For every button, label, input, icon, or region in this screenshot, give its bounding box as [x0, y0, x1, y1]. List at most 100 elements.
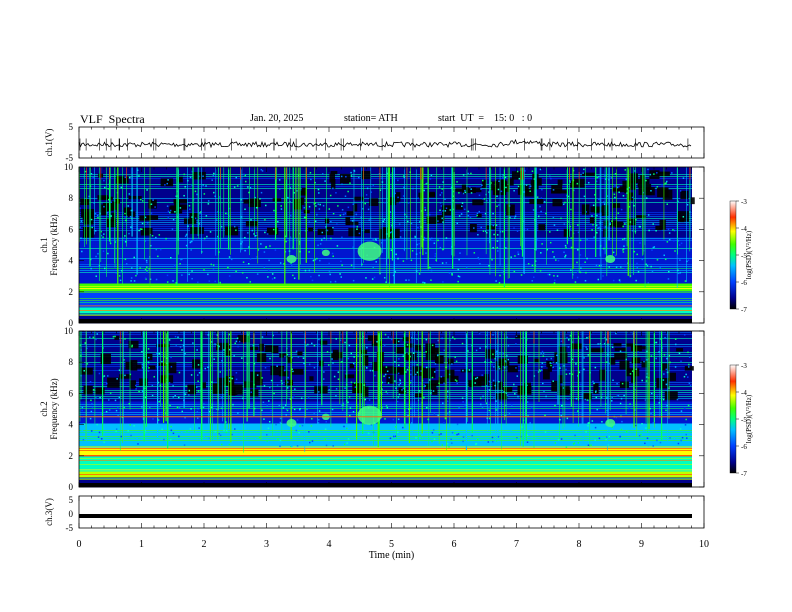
spectrogram-speck	[412, 187, 414, 190]
ch1-colorbar-tick-label: -7	[741, 306, 747, 314]
spectrogram-speck	[506, 201, 508, 204]
spectrogram-speck	[349, 415, 351, 417]
spectrogram-speck	[646, 350, 648, 353]
spectrogram-speck	[553, 275, 555, 277]
spectrogram-speck	[485, 231, 488, 234]
spectrogram-patch	[414, 344, 421, 351]
spectrogram-speck	[484, 361, 486, 363]
ch1-colorbar-label: log(PSD)(V²/Hz)	[745, 230, 753, 279]
spectrogram-speck	[307, 397, 310, 399]
spectrogram-speck	[214, 430, 217, 433]
spectrogram-speck	[210, 406, 213, 409]
spectrogram-speck	[389, 437, 392, 440]
spectrogram-speck	[598, 437, 601, 440]
spectrogram-speck	[540, 197, 543, 199]
spectrogram-speck	[513, 217, 516, 220]
spectrogram-speck	[284, 355, 286, 358]
spectrogram-speck	[363, 425, 366, 427]
spectrogram-speck	[451, 273, 453, 275]
spectrogram-speck	[212, 264, 215, 266]
spectrogram-speck	[133, 280, 136, 282]
spectrogram-patch	[429, 380, 440, 386]
spectrogram-speck	[321, 231, 324, 234]
spectrogram-speck	[200, 211, 202, 213]
spectrogram-speck	[614, 196, 616, 199]
spectrogram-speck	[322, 378, 325, 380]
spectrogram-speck	[166, 357, 168, 360]
spectrogram-speck	[406, 220, 409, 223]
spectrogram-speck	[174, 335, 177, 338]
spectrogram-speck	[375, 238, 377, 241]
spectrogram-speck	[590, 444, 592, 447]
spectrogram-speck	[235, 176, 238, 179]
spectrogram-speck	[308, 363, 311, 366]
spectrogram-speck	[327, 364, 330, 366]
spectrogram-band	[79, 377, 692, 380]
spectrogram-patch	[411, 366, 423, 376]
spectrogram-speck	[646, 358, 648, 361]
spectrogram-speck	[141, 222, 144, 225]
spectrogram-speck	[577, 224, 579, 226]
spectrogram-speck	[231, 377, 234, 380]
spectrogram-speck	[198, 223, 200, 225]
spectrogram-speck	[282, 407, 285, 409]
spectrogram-speck	[191, 240, 193, 243]
spectrogram-speck	[546, 248, 548, 251]
spectrogram-speck	[586, 348, 588, 350]
x-tick-label: 8	[577, 539, 582, 550]
spectrogram-speck	[652, 422, 655, 424]
spectrogram-speck	[102, 375, 105, 378]
spectrogram-speck	[595, 180, 598, 183]
spectrogram-speck	[571, 358, 574, 361]
spectrogram-speck	[456, 423, 459, 426]
spectrogram-patch	[655, 225, 662, 231]
spectrogram-speck	[677, 272, 680, 275]
spectrogram-speck	[445, 262, 448, 264]
spectrogram-speck	[301, 424, 304, 427]
spectrogram-speck	[335, 192, 337, 194]
spectrogram-speck	[383, 375, 385, 378]
spectrogram-patch	[237, 384, 243, 395]
spectrogram-speck	[148, 356, 150, 359]
spectrogram-speck	[562, 387, 565, 389]
spectrogram-speck	[437, 339, 439, 342]
spectrogram-patch	[638, 178, 650, 185]
spectrogram-band	[79, 315, 692, 318]
spectrogram-speck	[150, 212, 153, 214]
spectrogram-speck	[290, 262, 292, 264]
spectrogram-speck	[629, 373, 632, 375]
spectrogram-speck	[467, 214, 470, 217]
spectrogram-speck	[647, 281, 649, 284]
spectrogram-speck	[233, 186, 236, 188]
spectrogram-speck	[668, 355, 671, 357]
spectrogram-speck	[614, 184, 616, 186]
spectrogram-patch	[689, 197, 695, 205]
spectrogram-band	[79, 195, 692, 198]
spectrogram-patch	[506, 204, 515, 216]
spectrogram-speck	[478, 332, 481, 335]
spectrogram-speck	[594, 391, 597, 393]
spectrogram-speck	[543, 390, 545, 392]
spectrogram-speck	[314, 220, 317, 222]
spectrogram-patch	[173, 199, 188, 204]
spectrogram-patch	[187, 384, 196, 395]
spectrogram-speck	[623, 245, 625, 247]
spectrogram-speck	[580, 267, 582, 269]
spectrogram-speck	[100, 234, 103, 237]
spectrogram-speck	[608, 430, 610, 432]
spectrogram-speck	[478, 210, 480, 213]
spectrogram-speck	[529, 185, 532, 188]
spectrogram-speck	[254, 235, 256, 238]
spectrogram-speck	[291, 406, 293, 409]
spectrogram-speck	[618, 191, 620, 194]
spectrogram-speck	[105, 410, 108, 413]
spectrogram-speck	[584, 261, 586, 263]
spectrogram-speck	[157, 419, 160, 421]
spectrogram-patch	[534, 358, 539, 363]
spectrogram-speck	[324, 180, 326, 182]
spectrogram-speck	[449, 209, 452, 211]
spectrogram-speck	[458, 258, 460, 261]
spectrogram-speck	[499, 352, 501, 354]
spectrogram-speck	[569, 228, 572, 230]
spectrogram-speck	[564, 256, 566, 258]
